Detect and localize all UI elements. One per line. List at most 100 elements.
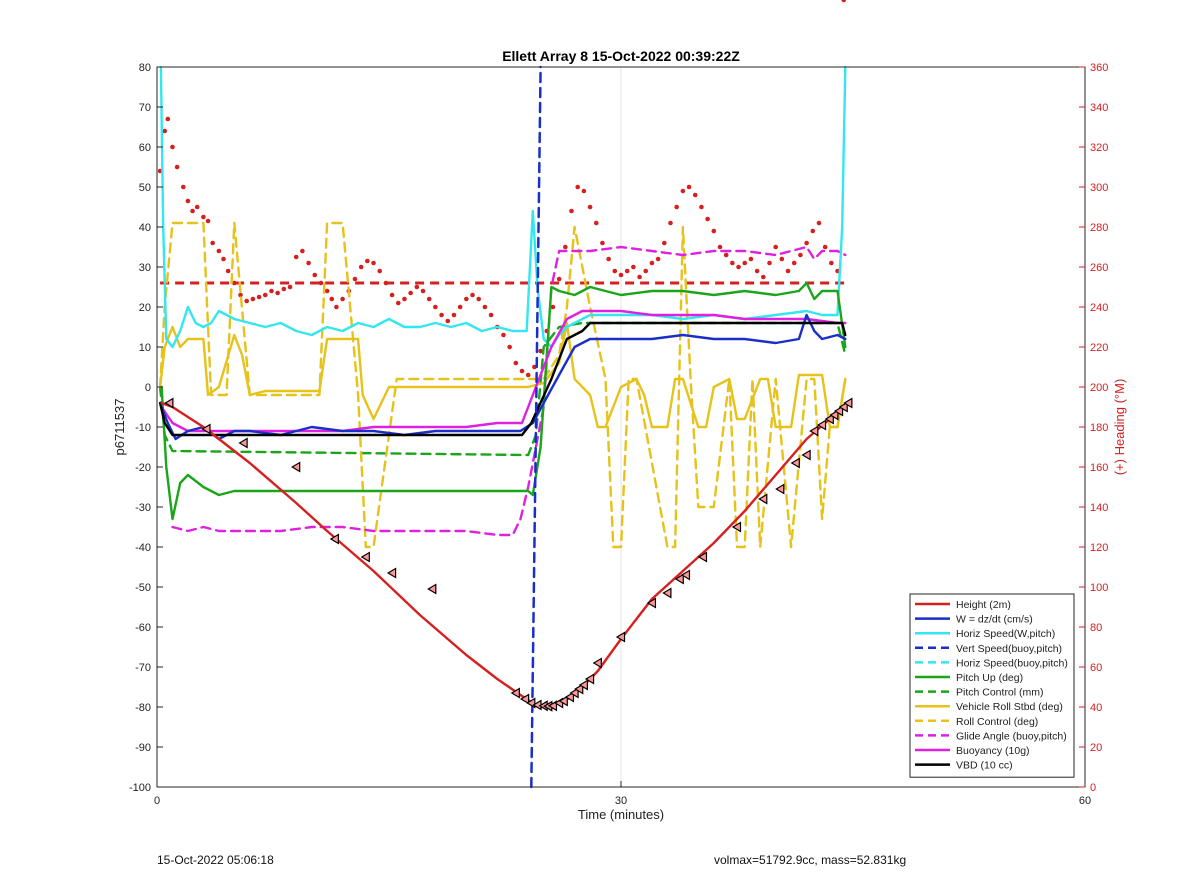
x-axis-label: Time (minutes)	[578, 807, 664, 822]
height-marker-31	[775, 483, 785, 495]
heading-point-51	[451, 312, 457, 318]
height-marker-27	[680, 569, 691, 581]
heading-point-112	[829, 260, 834, 266]
height-marker-36	[824, 413, 834, 425]
legend-entry-5: Pitch Up (deg)	[956, 672, 1023, 684]
series-line-5	[160, 281, 847, 521]
heading-point-12	[216, 248, 222, 254]
heading-point-93	[711, 228, 717, 234]
y2-tick-label-8: 200	[1090, 382, 1108, 394]
heading-point-97	[736, 264, 741, 270]
height-marker-9	[519, 693, 530, 705]
y2-tick-label-3: 300	[1090, 182, 1108, 194]
series-line-7	[158, 321, 847, 429]
heading-point-73	[587, 204, 593, 210]
y2-tick-label-13: 100	[1090, 582, 1108, 594]
y2-tick-label-10: 160	[1090, 462, 1108, 474]
y-axis-ticks: 80 70 60 50 40 30 20 10 0 -10 -20 -30 -40 -50 -60 -70 -8…	[129, 62, 163, 794]
heading-point-39	[377, 268, 383, 274]
series-line-8	[158, 221, 847, 549]
heading-point-65	[538, 348, 543, 354]
legend-entry-0: Height (2m)	[956, 599, 1011, 611]
y2-axis-label: (+) Heading (°M)	[1112, 379, 1127, 476]
heading-point-69	[563, 244, 568, 250]
heading-point-71	[575, 184, 580, 190]
heading-point-16	[238, 292, 243, 298]
heading-point-109	[810, 228, 816, 234]
height-marker-23	[615, 631, 626, 643]
legend-box	[909, 593, 1075, 778]
footer-timestamp: 15-Oct-2022 05:06:18	[157, 853, 274, 867]
x-tick-label-2: 60	[1079, 795, 1091, 807]
height-marker-7	[427, 583, 437, 595]
height-markers	[164, 397, 853, 712]
heading-point-57	[488, 312, 494, 318]
series-lines	[158, 65, 847, 789]
y-tick-label-11: -30	[135, 502, 151, 514]
heading-point-68	[556, 276, 562, 282]
y2-axis-ticks: 3603403203002802602402202001801601401201…	[1079, 62, 1108, 794]
heading-point-86	[668, 220, 673, 226]
heading-point-94	[717, 244, 723, 250]
heading-point-87	[674, 204, 679, 210]
legend-entry-3: Vert Speed(buoy,pitch)	[956, 643, 1062, 655]
heading-point-24	[287, 284, 293, 290]
legend-entry-9: Glide Angle (buoy,pitch)	[956, 730, 1067, 742]
heading-point-30	[324, 288, 330, 294]
heading-point-72	[581, 188, 587, 194]
heading-point-79	[624, 268, 630, 274]
heading-point-110	[816, 220, 822, 226]
heading-point-28	[312, 272, 318, 278]
heading-point-5	[180, 184, 186, 190]
y2-tick-label-15: 60	[1090, 662, 1102, 674]
height-marker-24	[646, 597, 657, 609]
y2-tick-label-11: 140	[1090, 502, 1108, 514]
heading-point-78	[618, 272, 624, 278]
height-marker-14	[547, 700, 558, 712]
height-marker-19	[574, 683, 584, 695]
heading-point-9	[201, 214, 206, 220]
heading-point-32	[334, 304, 339, 310]
y2-tick-label-1: 340	[1090, 102, 1108, 114]
heading-point-84	[655, 256, 661, 262]
heading-point-20	[262, 292, 268, 298]
heading-point-21	[269, 288, 274, 294]
heading-point-63	[525, 372, 531, 378]
heading-point-35	[352, 276, 358, 282]
heading-point-89	[686, 184, 692, 190]
heading-point-83	[649, 260, 655, 266]
height-marker-17	[564, 691, 575, 703]
heading-point-114	[841, 0, 847, 3]
height-marker-33	[801, 449, 811, 461]
height-marker-37	[829, 409, 839, 421]
height-marker-8	[510, 687, 520, 699]
heading-point-52	[457, 304, 463, 310]
heading-point-37	[365, 258, 370, 264]
heading-point-74	[593, 220, 599, 226]
heading-point-4	[174, 164, 180, 170]
heading-point-10	[205, 218, 211, 224]
heading-point-33	[340, 296, 345, 302]
heading-point-47	[426, 296, 432, 302]
height-marker-4	[329, 533, 339, 545]
heading-point-90	[692, 192, 698, 198]
height-marker-1	[201, 423, 211, 435]
heading-point-49	[439, 312, 444, 318]
heading-point-82	[643, 268, 649, 274]
height-marker-39	[838, 401, 848, 413]
x-tick-label-0: 0	[154, 795, 160, 807]
heading-point-25	[293, 254, 299, 260]
y-tick-label-2: 60	[139, 142, 151, 154]
heading-point-106	[791, 260, 797, 266]
footer-vehicle-info: volmax=51792.9cc, mass=52.831kg	[714, 853, 907, 867]
height-marker-18	[569, 687, 579, 699]
heading-point-40	[383, 280, 389, 286]
height-marker-20	[578, 679, 588, 691]
height-marker-16	[558, 695, 568, 707]
heading-point-105	[785, 268, 791, 274]
chart-title: Ellett Array 8 15-Oct-2022 00:39:22Z	[502, 48, 740, 64]
heading-point-60	[507, 344, 512, 350]
height-marker-2	[238, 437, 248, 449]
height-marker-26	[674, 573, 684, 585]
